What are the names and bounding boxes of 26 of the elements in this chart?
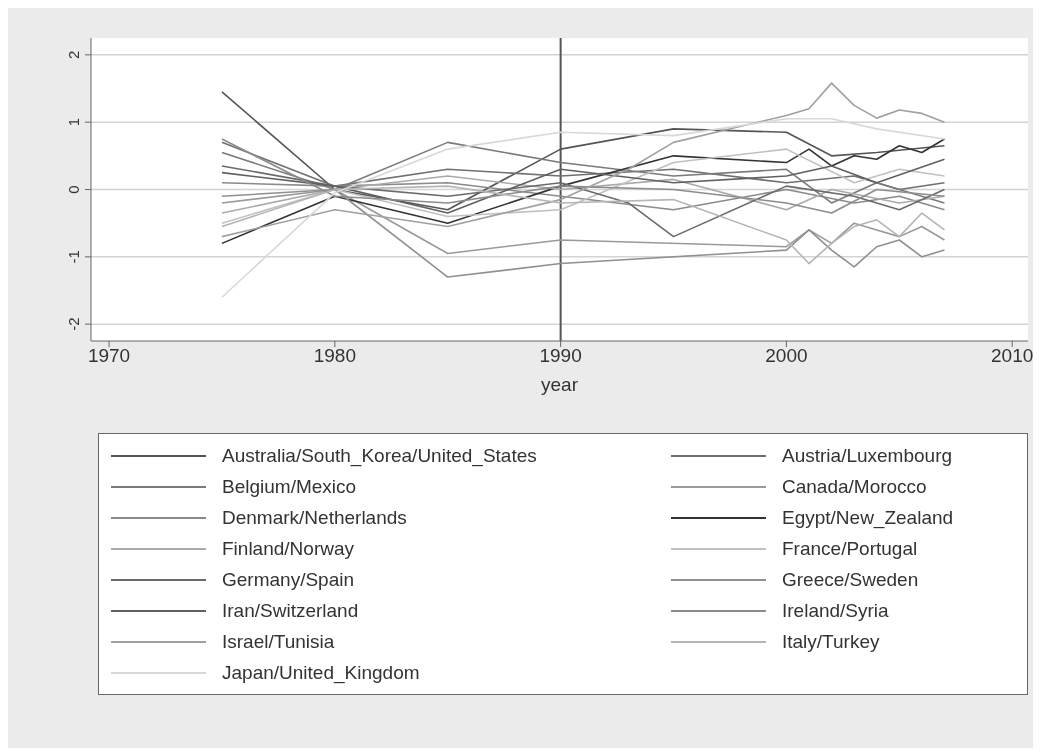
legend-label: Belgium/Mexico [222,475,357,498]
legend-label: Italy/Turkey [782,630,880,653]
y-tick-label: 0 [65,185,82,194]
legend-label: Canada/Morocco [782,475,927,498]
legend-label: Australia/South_Korea/United_States [222,444,537,467]
legend-label: Egypt/New_Zealand [782,506,954,529]
y-tick-label: 2 [65,50,82,60]
legend-label: Germany/Spain [222,568,355,591]
x-tick-label: 2010 [991,345,1034,367]
legend-label: Ireland/Syria [782,599,889,622]
legend-label: France/Portugal [782,537,918,560]
x-axis-title: year [541,374,579,395]
x-tick-label: 1990 [539,345,582,367]
x-tick-label: 1980 [313,345,356,367]
legend-label: Greece/Sweden [782,568,919,591]
legend-label: Israel/Tunisia [222,630,335,653]
x-tick-label: 2000 [765,345,808,367]
legend-label: Iran/Switzerland [222,599,359,622]
y-tick-label: -1 [65,250,82,264]
y-tick-label: -2 [65,317,82,331]
legend-label: Japan/United_Kingdom [222,661,420,684]
legend-label: Finland/Norway [222,537,354,560]
y-tick-label: 1 [65,117,82,127]
legend-label: Austria/Luxembourg [782,444,953,467]
x-tick-label: 1970 [87,345,131,367]
legend-label: Denmark/Netherlands [222,506,407,529]
